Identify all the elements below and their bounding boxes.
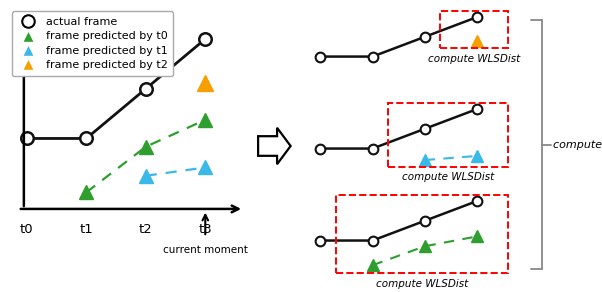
Text: compute WLSDist: compute WLSDist <box>428 54 520 64</box>
Text: t2: t2 <box>139 223 153 237</box>
Text: compute WLSDist: compute WLSDist <box>376 279 468 289</box>
Bar <box>388 103 508 167</box>
Text: t0: t0 <box>20 223 34 237</box>
Text: t1: t1 <box>79 223 93 237</box>
Legend: actual frame, frame predicted by t0, frame predicted by t1, frame predicted by t: actual frame, frame predicted by t0, fra… <box>11 11 173 76</box>
Bar <box>336 195 508 273</box>
Text: current moment: current moment <box>163 245 248 256</box>
Text: t3: t3 <box>199 223 212 237</box>
Text: compute LTI(t3): compute LTI(t3) <box>553 140 602 150</box>
Bar <box>440 11 508 48</box>
Text: compute WLSDist: compute WLSDist <box>402 172 494 182</box>
FancyArrow shape <box>258 128 291 164</box>
